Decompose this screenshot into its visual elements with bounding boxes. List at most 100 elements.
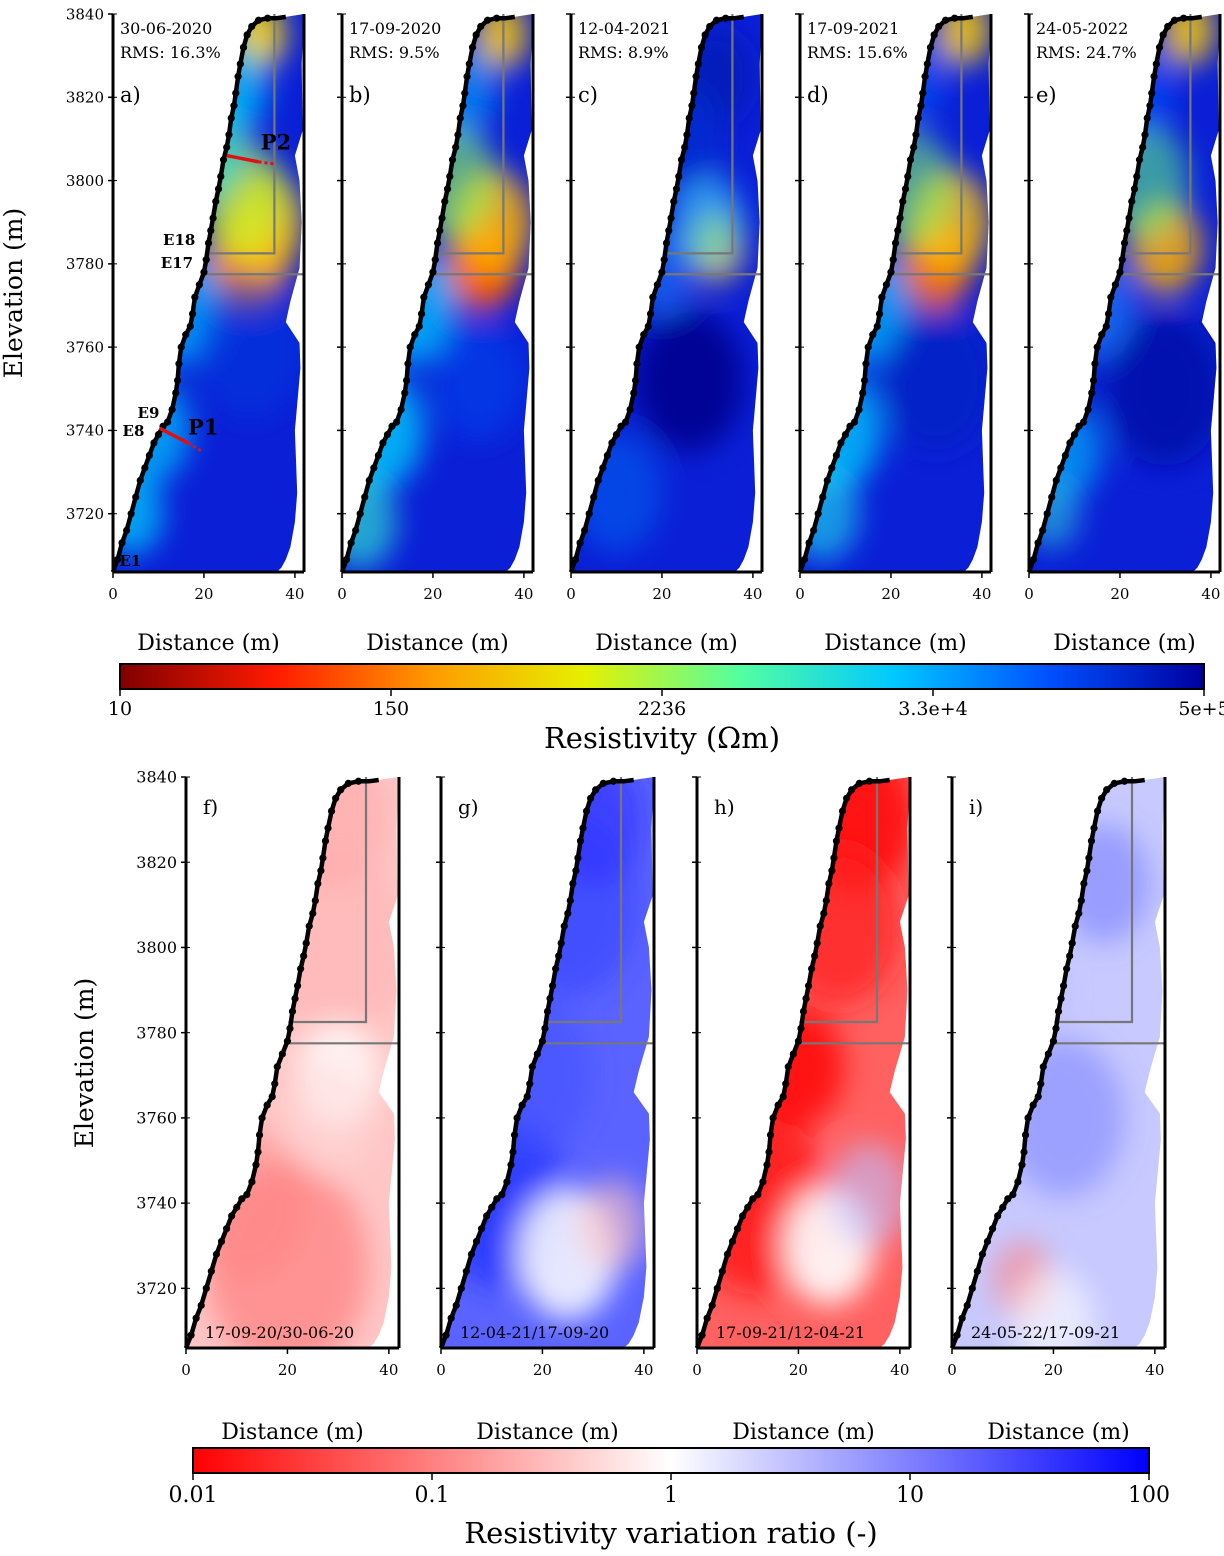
- electrode-dot: [238, 1195, 246, 1203]
- annotation-e17: E17: [161, 254, 193, 272]
- electrode-dot: [688, 102, 696, 110]
- electrode-dot: [930, 31, 938, 39]
- electrode-dot: [906, 156, 915, 164]
- electrode-dot: [649, 293, 657, 301]
- electrode-dot: [1164, 22, 1172, 31]
- panel-date: 24-05-2022: [1036, 19, 1128, 38]
- electrode-dot: [635, 343, 643, 351]
- annotation-e9: E9: [138, 404, 160, 422]
- electrode-dot: [978, 1250, 987, 1258]
- electrode-dot: [1088, 389, 1096, 397]
- electrode-dot: [1103, 786, 1111, 794]
- electrode-dot: [172, 389, 180, 397]
- electrode-dot: [467, 1250, 476, 1258]
- electrode-dot: [319, 854, 327, 862]
- electrode-dot: [779, 1092, 787, 1101]
- x-axis-label: Distance (m): [1053, 631, 1195, 656]
- electrode-dot: [361, 493, 369, 501]
- electrode-dot: [1111, 281, 1120, 289]
- electrode-dot: [538, 1037, 547, 1045]
- x-tick-label: 0: [436, 1361, 446, 1379]
- electrode-dot: [968, 1284, 976, 1292]
- electrode-dot: [594, 476, 602, 484]
- electrode-dot: [314, 879, 322, 888]
- x-tick-label: 20: [789, 1361, 808, 1379]
- electrode-dot: [763, 1161, 771, 1169]
- bottom-ylabel: Elevation (m): [70, 978, 99, 1148]
- electrode-dot: [356, 510, 364, 518]
- electrode-dot: [701, 31, 709, 39]
- structure-line: [799, 777, 879, 1024]
- electrode-dot: [113, 555, 122, 564]
- top-colorbar-tick-label: 5e+5: [1178, 698, 1224, 720]
- profile-p1-dash: [187, 441, 203, 453]
- electrode-dot: [576, 837, 585, 845]
- electrode-dot: [560, 922, 568, 930]
- electrode-dot: [1080, 879, 1088, 888]
- terrain-line: [694, 777, 890, 1349]
- electrode-dot: [150, 439, 158, 447]
- top-colorbar-tick-label: 3.3e+4: [898, 698, 967, 720]
- electrode-dot: [1066, 439, 1074, 447]
- panel-date: 17-09-2021: [807, 19, 899, 38]
- resistivity-zone: [752, 1007, 845, 1127]
- electrode-dot: [223, 143, 231, 151]
- electrode-dot: [268, 1092, 276, 1101]
- electrode-dot: [127, 510, 135, 518]
- panel-a: 3720 3740 3760 3780 3800 3820 3840 0 20 40 Distanc…: [66, 5, 306, 656]
- electrode-dot: [1180, 14, 1188, 22]
- electrode-dot: [917, 102, 925, 110]
- profile-p2-dash: [258, 160, 275, 166]
- electrode-dot: [1029, 1101, 1037, 1109]
- electrode-dot: [163, 418, 172, 426]
- electrode-dot: [703, 1314, 711, 1322]
- electrode-dot: [585, 510, 593, 518]
- electrode-dot: [708, 1301, 716, 1309]
- electrode-dot: [252, 1161, 260, 1169]
- electrode-dot: [543, 1007, 552, 1015]
- terrain-line: [438, 777, 634, 1349]
- electrode-dot: [204, 239, 213, 247]
- panel-letter: i): [969, 795, 983, 819]
- electrode-dot: [963, 1301, 971, 1309]
- terrain-line: [949, 777, 1145, 1349]
- electrode-dot: [1039, 526, 1047, 534]
- electrode-dot: [626, 405, 634, 414]
- electrode-dot: [1093, 807, 1102, 815]
- electrode-dot: [401, 389, 409, 397]
- panel-b: 0 20 40 Distance (m) 17-09-2020 RMS: 9.5% b): [337, 13, 535, 656]
- panel-rms: RMS: 16.3%: [120, 43, 221, 62]
- x-tick-label: 40: [1145, 1361, 1164, 1379]
- electrode-dot: [1049, 1037, 1058, 1045]
- structure-line: [543, 777, 623, 1024]
- x-axis-label: Distance (m): [595, 631, 737, 656]
- electrode-dot: [1152, 60, 1160, 68]
- electrode-dot: [415, 322, 423, 330]
- electrode-dot: [225, 131, 233, 139]
- electrode-dot: [564, 909, 572, 917]
- electrode-dot: [873, 322, 881, 330]
- panel-rms: RMS: 9.5%: [349, 43, 440, 62]
- electrode-dot: [765, 1148, 773, 1156]
- electrode-dot: [799, 1007, 808, 1015]
- electrode-dot: [337, 786, 345, 794]
- electrode-dot: [1052, 1024, 1060, 1033]
- electrode-dot: [677, 156, 686, 164]
- structure-line: [891, 14, 963, 255]
- panel-letter: f): [203, 795, 218, 819]
- y-tick-label: 3800: [66, 172, 104, 190]
- electrode-dot: [507, 1161, 515, 1169]
- x-tick-label: 0: [795, 585, 805, 603]
- electrode-dot: [309, 909, 317, 917]
- electrode-dot: [941, 16, 950, 24]
- electrode-dot: [509, 1148, 517, 1156]
- electrode-dot: [186, 322, 194, 330]
- electrode-dot: [1079, 418, 1088, 426]
- electrode-dot: [841, 430, 850, 439]
- electrode-dot: [255, 1131, 264, 1139]
- electrode-dot: [958, 1314, 966, 1322]
- electrode-dot: [782, 1080, 790, 1088]
- electrode-dot: [1143, 114, 1151, 122]
- electrode-dot: [123, 526, 131, 534]
- electrode-dot: [510, 1131, 519, 1139]
